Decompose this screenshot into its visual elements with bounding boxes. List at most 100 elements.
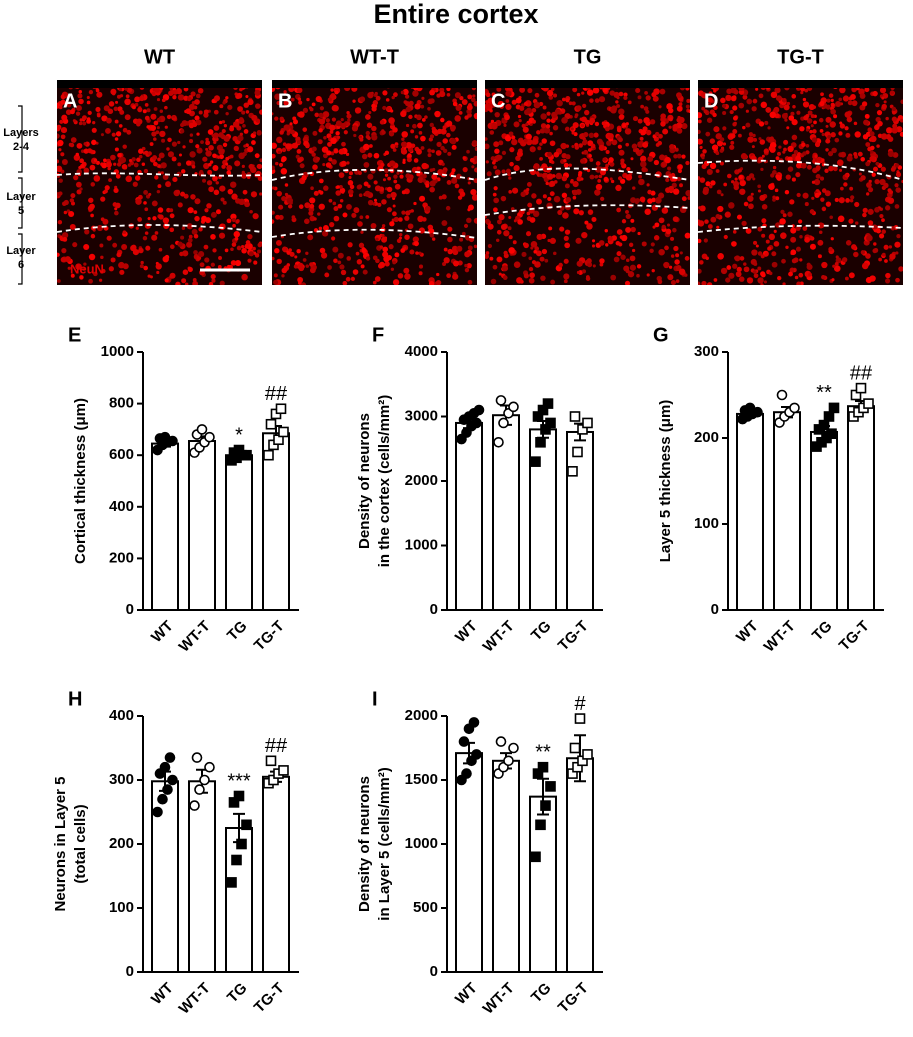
data-point [572, 446, 583, 458]
cell [215, 181, 219, 185]
cell [605, 243, 609, 247]
cell [404, 94, 410, 99]
cell [389, 160, 396, 167]
cell [830, 98, 834, 103]
cell [563, 159, 567, 163]
cell [296, 87, 303, 94]
cell [701, 106, 705, 111]
cell [274, 116, 279, 121]
cell [456, 245, 463, 252]
cell [57, 165, 63, 173]
cell [664, 245, 669, 251]
cell [539, 173, 543, 177]
cell [674, 259, 680, 265]
cell [812, 105, 817, 110]
cell [511, 138, 518, 146]
cell [356, 259, 363, 265]
cell [511, 187, 519, 194]
cell [167, 151, 174, 158]
bar [847, 405, 875, 611]
y-tick-label: 200 [109, 835, 134, 852]
cell [401, 137, 405, 141]
cell [227, 104, 233, 110]
cell [412, 236, 419, 243]
cell [665, 177, 670, 183]
cell [70, 273, 75, 278]
y-tick-label: 2000 [405, 472, 438, 489]
cell [699, 145, 703, 149]
cell [755, 244, 759, 248]
cell [454, 92, 461, 99]
y-axis-label: Density of neurons [356, 413, 373, 549]
cell [623, 95, 628, 100]
cell [377, 202, 382, 207]
cell [276, 136, 283, 144]
cell [784, 118, 788, 122]
cell [372, 255, 378, 261]
cell [675, 279, 680, 283]
cell [124, 87, 128, 91]
cell [898, 266, 903, 272]
cell [609, 161, 615, 167]
cell [660, 113, 666, 120]
cell [588, 154, 592, 158]
cell [83, 244, 90, 251]
cell [900, 99, 903, 105]
cell [467, 245, 473, 251]
cell [698, 206, 702, 210]
cell [706, 117, 713, 123]
cell [485, 160, 489, 164]
x-tick-label: TG-T [555, 618, 592, 655]
cell [381, 199, 387, 205]
cell [187, 207, 194, 214]
cell [402, 158, 406, 162]
cell [556, 99, 563, 107]
cell [139, 95, 145, 102]
cell [877, 120, 883, 127]
cell [365, 256, 371, 261]
cell [182, 250, 189, 257]
cell [561, 192, 568, 198]
cell [304, 218, 310, 225]
cell [145, 245, 151, 251]
cell [328, 198, 333, 203]
cell [373, 180, 378, 185]
cell [871, 172, 876, 177]
data-point [776, 389, 788, 401]
cell [212, 153, 217, 159]
cell [219, 185, 226, 192]
y-tick-label: 1000 [101, 343, 134, 360]
cell [275, 239, 282, 246]
cell [518, 118, 522, 123]
cell [468, 204, 474, 211]
cell [606, 140, 612, 146]
cell [156, 117, 162, 123]
cell [338, 148, 345, 155]
cell [485, 251, 490, 255]
cell [850, 94, 856, 100]
significance: ** [535, 741, 551, 763]
cell [493, 186, 498, 191]
cell [540, 113, 547, 120]
cell [306, 97, 310, 102]
cell [198, 251, 205, 258]
cell [809, 209, 815, 214]
cell [402, 160, 406, 165]
cell [384, 150, 390, 156]
cell [719, 137, 725, 142]
cell [835, 255, 839, 259]
cell [238, 117, 244, 123]
panel-label: D [704, 90, 718, 112]
cell [701, 164, 707, 170]
cell [563, 235, 569, 241]
cell [752, 270, 757, 274]
cell [842, 95, 850, 102]
cell [838, 131, 843, 136]
cell [737, 168, 742, 173]
cell [859, 93, 866, 99]
cell [583, 149, 589, 155]
cell [586, 223, 593, 230]
cell [659, 88, 666, 95]
cell [495, 238, 500, 243]
cell [155, 263, 162, 270]
